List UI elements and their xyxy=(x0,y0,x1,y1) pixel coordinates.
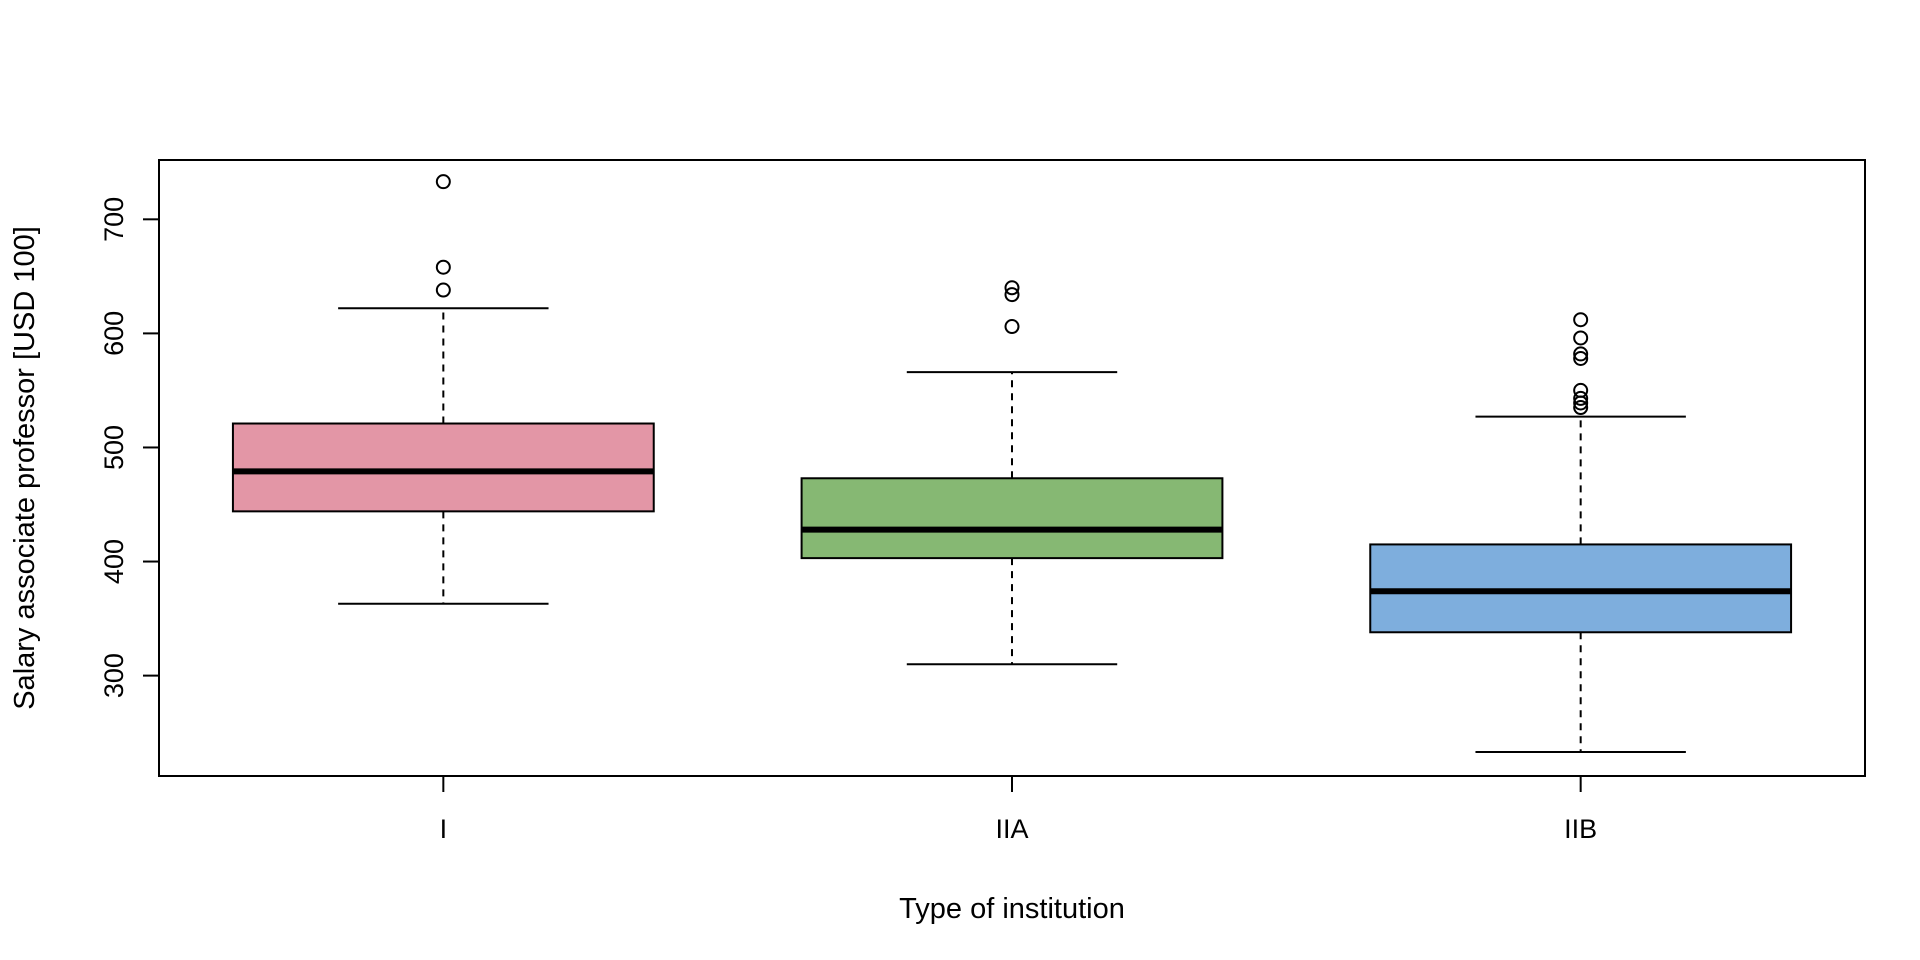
box-group-i xyxy=(231,174,655,605)
y-tick-label: 300 xyxy=(99,653,129,698)
outlier-point xyxy=(1004,287,1020,303)
box-iqr xyxy=(231,422,655,513)
x-axis: I IIA IIB xyxy=(440,776,1597,844)
y-tick-label: 500 xyxy=(99,425,129,470)
box-iqr xyxy=(800,477,1224,560)
y-axis-title: Salary associate professor [USD 100] xyxy=(9,226,41,710)
outlier-point xyxy=(1573,400,1589,416)
outlier-point xyxy=(1004,280,1020,296)
x-tick-label: IIA xyxy=(995,814,1028,844)
outlier-point xyxy=(435,259,451,275)
box-group-iib xyxy=(1369,312,1793,754)
outlier-point xyxy=(1573,390,1589,406)
outlier-point xyxy=(1573,382,1589,398)
box-group-iia xyxy=(800,280,1224,666)
outlier-point xyxy=(1573,350,1589,366)
y-tick-label: 600 xyxy=(99,311,129,356)
outlier-point xyxy=(435,174,451,190)
boxes-layer xyxy=(231,174,1793,754)
y-axis: 300 400 500 600 700 xyxy=(99,197,160,698)
x-tick-label: I xyxy=(440,814,448,844)
y-tick-label: 700 xyxy=(99,197,129,242)
x-tick-label: IIB xyxy=(1564,814,1597,844)
outlier-point xyxy=(1573,330,1589,346)
outlier-point xyxy=(435,282,451,298)
x-axis-title: Type of institution xyxy=(899,893,1125,925)
y-tick-label: 400 xyxy=(99,539,129,584)
outlier-point xyxy=(1004,319,1020,335)
outlier-point xyxy=(1573,346,1589,362)
outlier-point xyxy=(1573,312,1589,328)
